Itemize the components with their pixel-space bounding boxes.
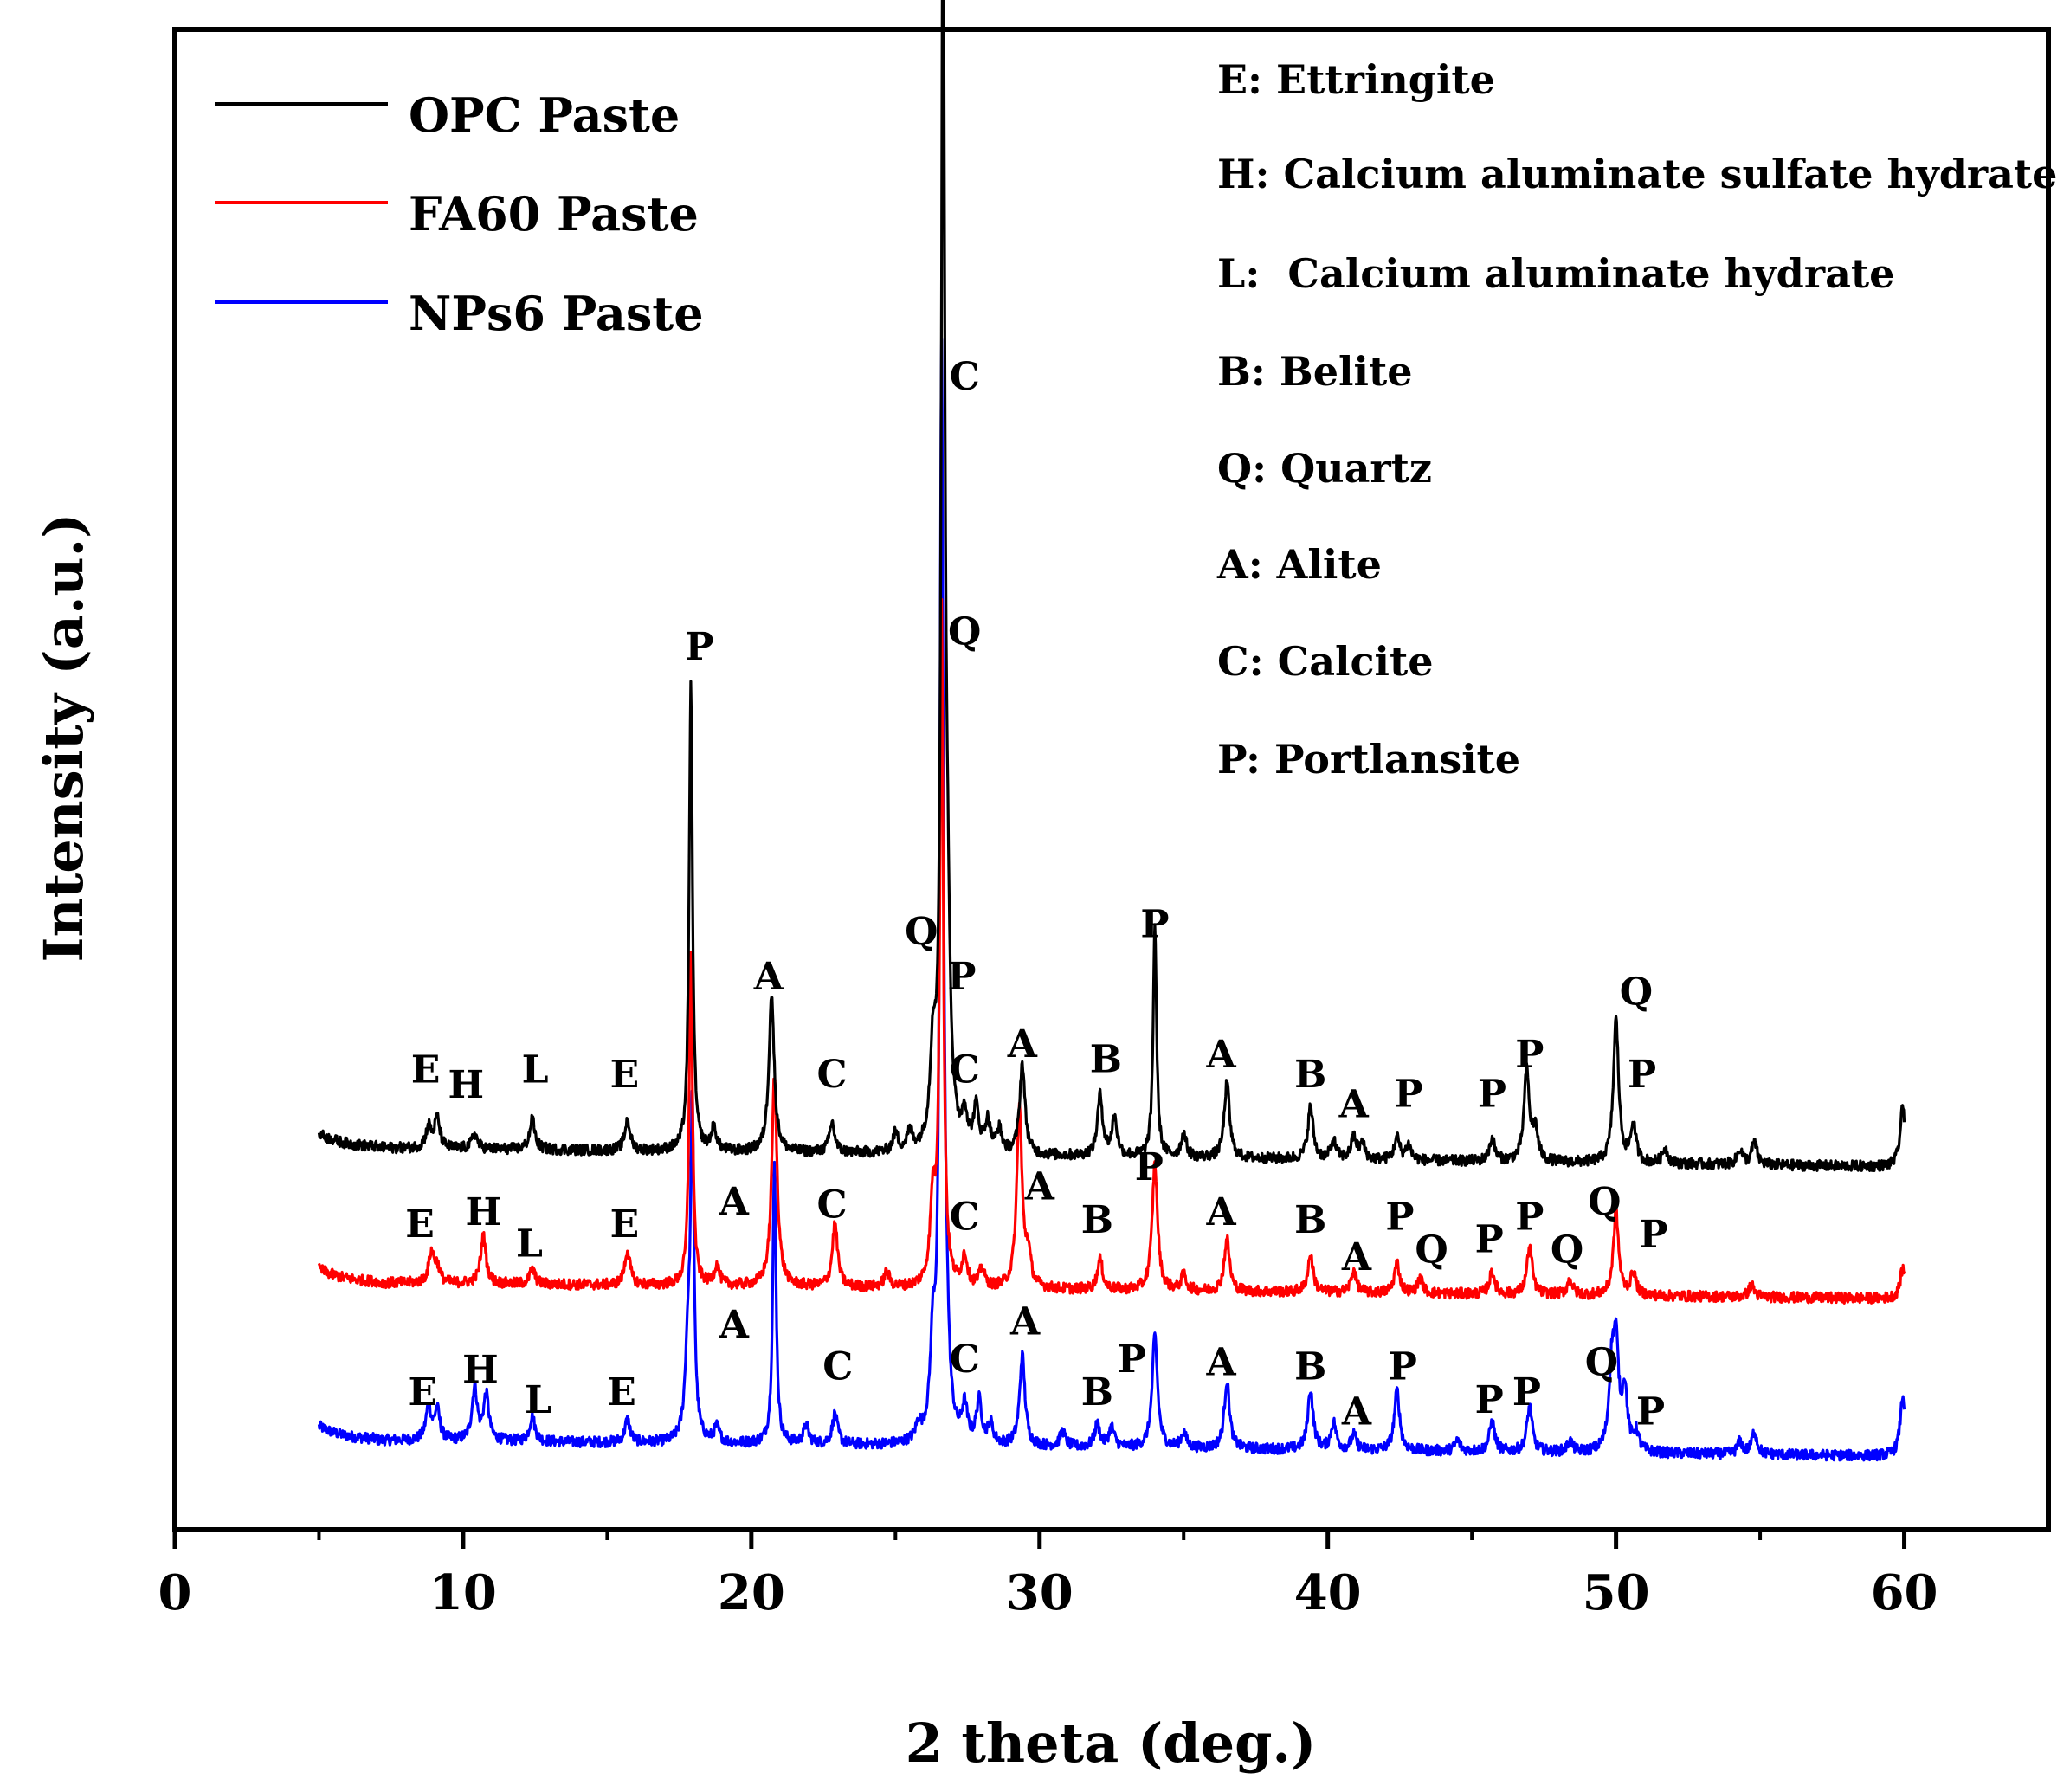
peak-label: P xyxy=(1140,902,1169,946)
peak-label: E xyxy=(411,1048,441,1093)
series-nps6-paste xyxy=(317,338,1906,1462)
peak-label: E xyxy=(607,1370,636,1415)
peak-label: B xyxy=(1294,1198,1326,1242)
peak-label: L xyxy=(516,1222,543,1267)
series-layer xyxy=(317,0,1906,1462)
peak-label: C xyxy=(817,1053,848,1097)
peak-label: C xyxy=(817,1183,848,1228)
peak-label: C xyxy=(950,355,980,399)
peak-label: C xyxy=(822,1345,853,1389)
peak-label: Q xyxy=(1551,1228,1583,1273)
peak-label: P xyxy=(1628,1053,1656,1097)
peak-label: Q xyxy=(1415,1228,1448,1273)
phase-key-item: H: Calcium aluminate sulfate hydrate xyxy=(1217,151,2057,197)
peak-label: P xyxy=(1639,1213,1667,1257)
peak-label: E xyxy=(610,1053,640,1097)
peak-label: A xyxy=(1205,1341,1236,1385)
peak-label: B xyxy=(1081,1198,1113,1242)
peak-label: Q xyxy=(948,610,981,654)
legend: OPC Paste FA60 Paste NPs6 Paste xyxy=(215,87,704,341)
peak-label: A xyxy=(719,1303,750,1347)
peak-label: B xyxy=(1294,1345,1326,1389)
peak-label: P xyxy=(685,625,713,669)
series-opc-paste xyxy=(317,0,1906,1172)
peak-label: A xyxy=(1205,1033,1236,1077)
x-tick-label: 0 xyxy=(158,1564,192,1621)
peak-label: B xyxy=(1081,1370,1113,1415)
x-tick-label: 60 xyxy=(1871,1564,1938,1621)
peak-label: P xyxy=(1394,1072,1422,1116)
peak-label: A xyxy=(753,955,784,999)
plot-frame xyxy=(172,27,2051,1532)
peak-label: P xyxy=(1389,1345,1417,1389)
peak-label: H xyxy=(448,1063,484,1107)
peak-label: P xyxy=(1118,1338,1146,1382)
peak-label: P xyxy=(1475,1378,1504,1422)
x-tick-label: 40 xyxy=(1294,1564,1362,1621)
phase-key-item: L: Calcium aluminate hydrate xyxy=(1217,250,1894,297)
x-axis-label: 2 theta (deg.) xyxy=(906,1711,1317,1775)
peak-label: B xyxy=(1294,1053,1326,1097)
peak-label: P xyxy=(947,955,976,999)
peak-label: Q xyxy=(1585,1341,1618,1385)
x-tick-label: 10 xyxy=(429,1564,497,1621)
x-axis: 0 10 20 30 40 50 60 xyxy=(158,1530,1938,1621)
peak-label: H xyxy=(465,1190,501,1234)
phase-key: E: Ettringite H: Calcium aluminate sulfa… xyxy=(1216,56,2057,783)
peak-label: L xyxy=(522,1048,549,1093)
peak-label: P xyxy=(1478,1072,1506,1116)
peak-label: P xyxy=(1385,1195,1414,1239)
peak-label: E xyxy=(409,1370,438,1415)
x-tick-label: 20 xyxy=(718,1564,785,1621)
peak-label: C xyxy=(950,1195,980,1239)
peak-label: A xyxy=(1007,1022,1038,1067)
phase-key-item: B: Belite xyxy=(1217,348,1413,395)
x-tick-label: 30 xyxy=(1006,1564,1074,1621)
peak-label: A xyxy=(1009,1300,1041,1344)
peak-label: Q xyxy=(1620,970,1653,1014)
peak-label: A xyxy=(719,1180,750,1224)
phase-key-item: E: Ettringite xyxy=(1217,56,1495,103)
peak-label: A xyxy=(1024,1165,1055,1209)
peak-label: A xyxy=(1338,1082,1370,1126)
series-fa60-paste xyxy=(317,597,1906,1305)
phase-key-item: P: Portlansite xyxy=(1217,736,1520,783)
peak-label: A xyxy=(1341,1235,1372,1280)
peak-label: P xyxy=(1475,1217,1504,1261)
peak-label: A xyxy=(1205,1190,1236,1234)
peak-label: P xyxy=(1512,1370,1541,1415)
peak-label: P xyxy=(1515,1195,1544,1239)
phase-key-item: A: Alite xyxy=(1216,541,1382,588)
peak-label: Q xyxy=(905,910,938,954)
peak-label: A xyxy=(1341,1390,1372,1434)
peak-label: E xyxy=(610,1202,640,1247)
peak-label: C xyxy=(950,1338,980,1382)
x-tick-label: 50 xyxy=(1583,1564,1650,1621)
peak-label: Q xyxy=(1588,1180,1621,1224)
phase-key-item: C: Calcite xyxy=(1217,638,1434,685)
peak-label: H xyxy=(462,1348,499,1392)
phase-key-item: Q: Quartz xyxy=(1217,445,1432,492)
peak-label: P xyxy=(1135,1145,1164,1189)
peak-label: B xyxy=(1090,1037,1122,1081)
peak-label: P xyxy=(1515,1033,1544,1077)
peak-label: E xyxy=(405,1202,435,1247)
y-axis-label: Intensity (a.u.) xyxy=(32,512,95,962)
legend-label-nps6: NPs6 Paste xyxy=(409,286,704,341)
peak-label: L xyxy=(525,1378,551,1422)
legend-label-opc: OPC Paste xyxy=(409,87,680,143)
peak-label: C xyxy=(950,1048,980,1093)
legend-label-fa60: FA60 Paste xyxy=(409,186,699,242)
peak-label: P xyxy=(1636,1390,1665,1434)
